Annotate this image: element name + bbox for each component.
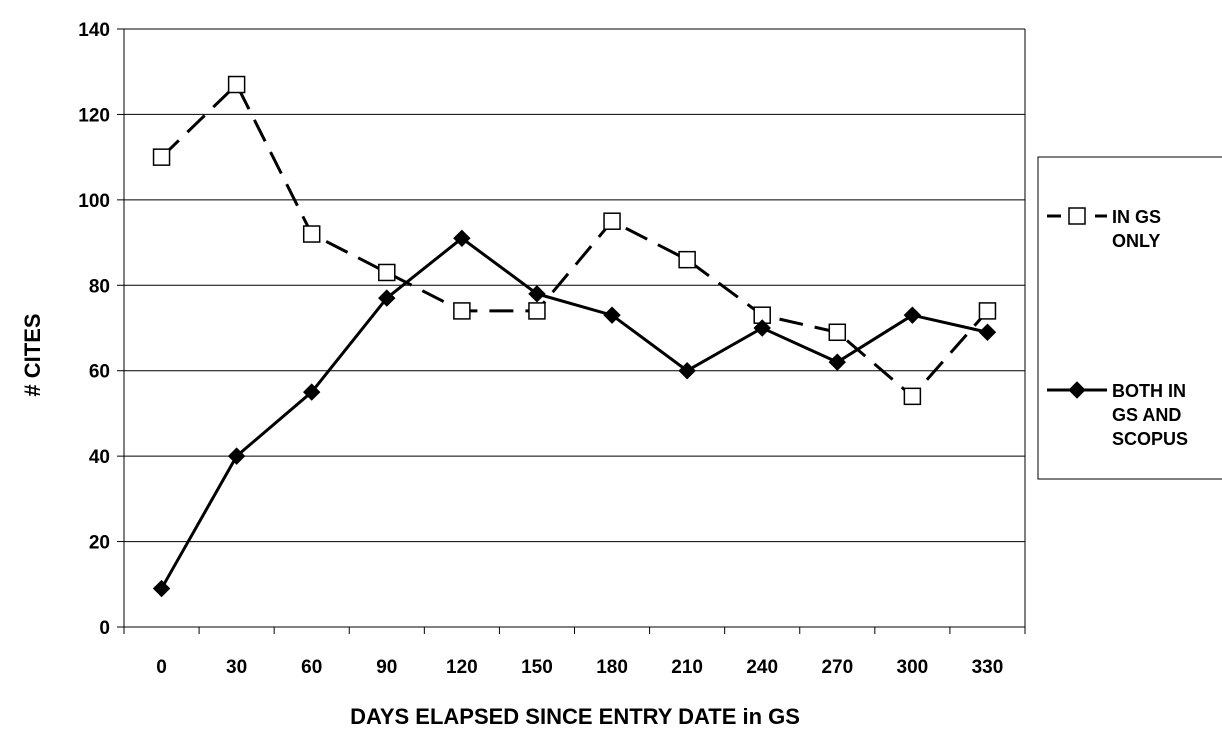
y-tick-label: 120 (78, 105, 110, 126)
y-tick-label: 100 (78, 191, 110, 212)
data-point (903, 387, 922, 406)
y-tick-label: 140 (78, 20, 110, 41)
y-tick-label: 40 (89, 447, 110, 468)
data-point (378, 289, 396, 307)
series-2 (152, 229, 997, 598)
data-point (152, 579, 171, 598)
data-point (828, 323, 847, 342)
series-layer (152, 75, 997, 598)
x-tick-label: 0 (156, 657, 167, 678)
data-point (678, 250, 696, 269)
data-point (528, 285, 546, 303)
data-point (453, 302, 471, 320)
legend-entry: BOTH IN GS AND SCOPUS (1047, 381, 1188, 449)
data-point (528, 302, 546, 320)
series-line (160, 82, 989, 399)
data-point (978, 323, 997, 341)
data-point (227, 75, 246, 94)
y-tick-label: 80 (89, 276, 110, 297)
data-point (603, 306, 621, 324)
data-point (753, 319, 771, 337)
legend-swatch-marker (1068, 381, 1086, 399)
data-point (828, 353, 846, 371)
x-tick-label: 330 (972, 657, 1004, 678)
series-line (160, 236, 988, 590)
legend-label: IN GS (1112, 207, 1161, 227)
data-point (603, 212, 621, 230)
legend-label: SCOPUS (1112, 429, 1188, 449)
data-point (302, 225, 321, 243)
legend-label: GS AND (1112, 405, 1181, 425)
y-axis-ticks: 0 20 40 60 80 100 120 140 (78, 20, 124, 639)
data-point (152, 148, 171, 166)
x-axis-ticks: 0 30 60 90 120 150 180 210 240 270 300 330 (123, 627, 1026, 678)
x-tick-label: 120 (446, 657, 478, 678)
x-tick-label: 30 (226, 657, 247, 678)
x-axis-title: DAYS ELAPSED SINCE ENTRY DATE in GS (350, 704, 800, 729)
y-axis-title: # CITES (20, 313, 45, 396)
gridlines (124, 28, 1025, 543)
data-point (903, 306, 922, 324)
legend: IN GS ONLY BOTH IN GS AND SCOPUS (1037, 156, 1222, 480)
x-tick-label: 90 (376, 657, 397, 678)
data-point (678, 362, 696, 380)
series-1 (152, 75, 997, 406)
legend-label: ONLY (1112, 231, 1160, 251)
x-tick-label: 60 (301, 657, 322, 678)
legend-swatch-marker (1068, 207, 1086, 225)
data-point (227, 447, 246, 465)
data-point (978, 302, 997, 320)
x-tick-label: 300 (897, 657, 929, 678)
data-point (303, 383, 321, 401)
data-point (453, 229, 471, 248)
data-point (378, 263, 396, 282)
x-tick-label: 180 (596, 657, 628, 678)
x-tick-label: 270 (821, 657, 853, 678)
legend-entry: IN GS ONLY (1047, 207, 1161, 251)
y-tick-label: 60 (89, 362, 110, 383)
y-tick-label: 0 (99, 618, 110, 639)
x-tick-label: 150 (521, 657, 553, 678)
y-tick-label: 20 (89, 533, 110, 554)
x-tick-label: 210 (671, 657, 703, 678)
x-tick-label: 240 (746, 657, 778, 678)
legend-label: BOTH IN (1112, 381, 1186, 401)
